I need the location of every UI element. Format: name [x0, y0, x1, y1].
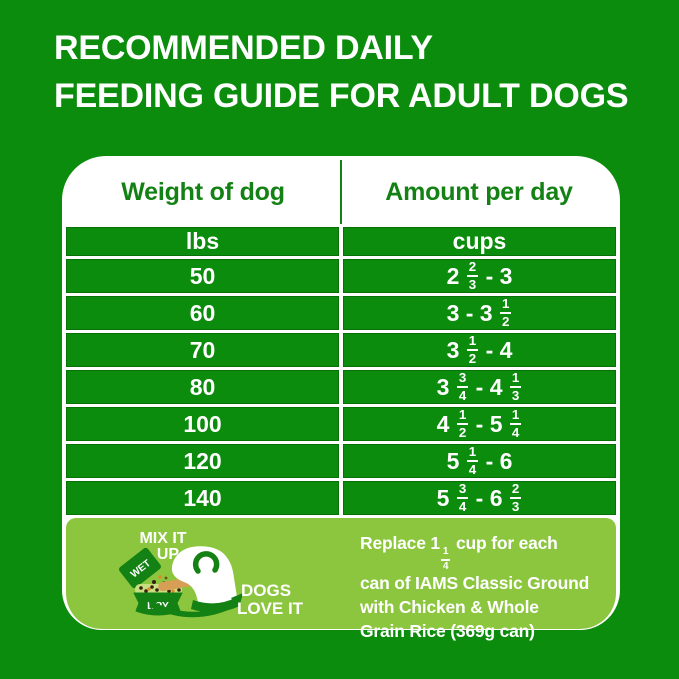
units-row: lbs cups — [66, 227, 616, 256]
title-line-1: RECOMMENDED DAILY — [54, 29, 433, 67]
up-text: UP — [157, 546, 180, 563]
mix-it-up-graphic: MIX IT UP WET — [119, 530, 304, 618]
amount-unit-cell: cups — [343, 227, 616, 256]
table-header-row: Weight of dog Amount per day — [66, 160, 616, 224]
page-title: RECOMMENDED DAILY FEEDING GUIDE FOR ADULT… — [54, 24, 628, 120]
mix-arrow-icon — [147, 593, 243, 618]
mix-it-text: MIX IT — [139, 530, 186, 547]
weight-cell: 80 — [66, 370, 339, 404]
dogs-text: DOGS — [241, 581, 291, 600]
footer-panel: MIX IT UP WET — [66, 518, 616, 641]
column-header-amount: Amount per day — [385, 177, 573, 206]
weight-cell: 140 — [66, 481, 339, 515]
weight-unit-cell: lbs — [66, 227, 339, 256]
weight-cell: 60 — [66, 296, 339, 330]
weight-cell: 70 — [66, 333, 339, 367]
dog-ear-icon — [192, 551, 220, 574]
title-line-2: FEEDING GUIDE FOR ADULT DOGS — [54, 77, 629, 115]
feeding-guide-card: Weight of dog Amount per day lbs cups 50 2 … — [62, 156, 620, 641]
column-divider — [340, 160, 342, 224]
weight-cell: 50 — [66, 259, 339, 293]
column-header-weight: Weight of dog — [121, 177, 285, 206]
note-line: with Chicken & Whole — [360, 597, 539, 618]
love-it-text: LOVE IT — [237, 599, 304, 618]
weight-cell: 120 — [66, 444, 339, 478]
weight-cell: 100 — [66, 407, 339, 441]
note-line: can of IAMS Classic Ground — [360, 573, 590, 594]
wet-pouch-icon: WET — [119, 547, 161, 589]
dog-icon — [171, 546, 240, 613]
note-line: Grain Rice (369g can) — [360, 620, 535, 641]
